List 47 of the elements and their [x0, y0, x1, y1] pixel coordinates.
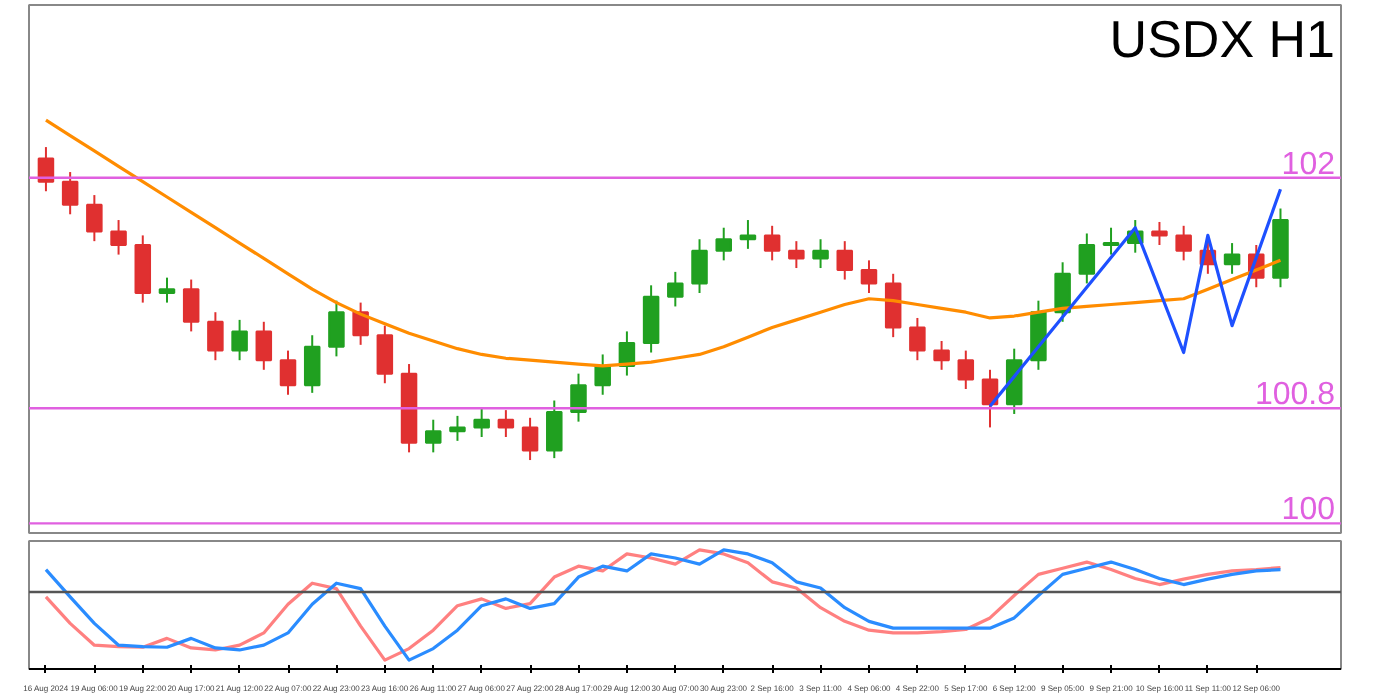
candlestick — [134, 234, 152, 304]
candlestick — [1223, 242, 1241, 275]
candlestick — [424, 418, 442, 454]
candlestick — [667, 270, 684, 308]
candlestick — [1175, 224, 1192, 262]
candlestick — [279, 349, 297, 396]
candlestick — [594, 353, 611, 396]
candlestick — [691, 238, 708, 294]
candlestick — [255, 320, 273, 371]
candlestick — [231, 318, 248, 362]
candlestick — [1078, 232, 1096, 285]
candlestick — [570, 372, 587, 423]
candlestick — [763, 224, 781, 262]
candlestick — [376, 324, 394, 385]
candlestick — [207, 311, 224, 362]
candlestick — [352, 301, 369, 346]
candlestick — [303, 334, 321, 394]
candlestick — [884, 272, 902, 339]
candlestick — [473, 407, 490, 438]
candlestick — [449, 414, 466, 442]
candlestick — [642, 284, 660, 354]
candlestick — [1102, 226, 1120, 256]
candlestick — [328, 299, 345, 358]
candlestick — [1054, 261, 1071, 323]
chart-title: USDX H1 — [1109, 9, 1336, 69]
candlestick — [182, 278, 200, 333]
candlestick — [110, 219, 127, 256]
candlestick — [933, 340, 950, 371]
candlestick — [1151, 220, 1168, 246]
candlestick — [836, 240, 854, 281]
candlestick — [158, 276, 176, 304]
candlestick — [86, 194, 103, 243]
candlestick — [957, 349, 975, 390]
ref-line-label: 100.8 — [1254, 378, 1336, 413]
candlestick — [61, 171, 79, 216]
candlestick — [909, 316, 926, 362]
candlestick — [981, 368, 999, 429]
candlestick — [739, 219, 757, 250]
candlestick — [860, 259, 878, 294]
candlestick — [497, 409, 515, 438]
candlestick — [521, 416, 539, 462]
candlestick — [812, 238, 829, 270]
ref-line-label: 102 — [1281, 147, 1336, 182]
candlestick — [788, 240, 805, 270]
candlestick — [546, 399, 563, 460]
ref-line-label: 100 — [1281, 493, 1336, 528]
candlestick — [715, 226, 732, 262]
